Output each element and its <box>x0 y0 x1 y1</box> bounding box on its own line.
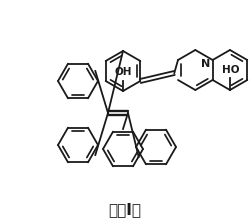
Text: N: N <box>202 59 211 69</box>
Text: HO: HO <box>222 65 240 75</box>
Text: OH: OH <box>114 67 132 77</box>
Text: 式（Ⅰ）: 式（Ⅰ） <box>108 202 142 218</box>
